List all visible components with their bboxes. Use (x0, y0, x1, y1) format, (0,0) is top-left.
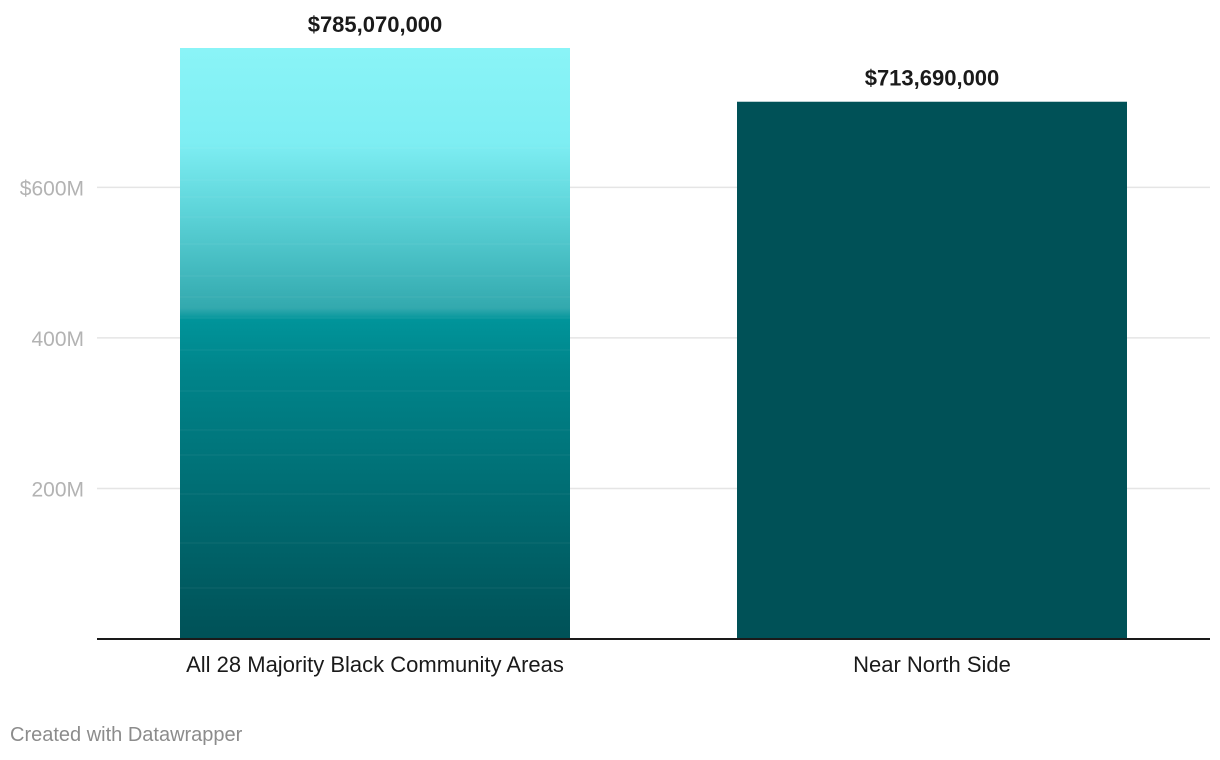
y-axis: 200M 400M $600M (20, 177, 84, 501)
datawrapper-credit: Created with Datawrapper (10, 724, 243, 746)
y-tick-label: 400M (31, 328, 84, 351)
y-tick-label: $600M (20, 177, 84, 200)
bar-majority-black-community-areas (180, 48, 570, 639)
y-tick-label: 200M (31, 478, 84, 501)
bar-value-label: $713,690,000 (865, 66, 1000, 91)
bar-near-north-side (737, 101, 1127, 639)
bars (180, 48, 1127, 639)
x-axis: All 28 Majority Black Community Areas Nea… (186, 652, 1011, 677)
value-labels: $785,070,000 $713,690,000 (308, 12, 1000, 91)
bar-chart: 200M 400M $600M $785,070,000 $713,690,000 A… (20, 12, 1210, 677)
x-category-label: Near North Side (853, 652, 1011, 677)
x-category-label: All 28 Majority Black Community Areas (186, 652, 564, 677)
bar-value-label: $785,070,000 (308, 12, 443, 37)
